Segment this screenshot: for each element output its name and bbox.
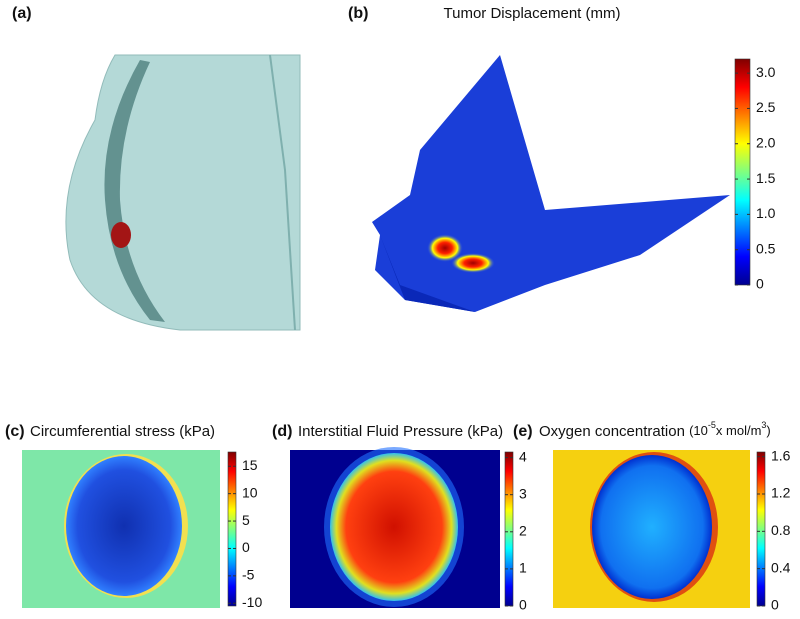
tick-label: 0: [756, 276, 764, 292]
panel-label: (d): [272, 423, 292, 440]
unit: ): [766, 423, 770, 438]
tick-label: 4: [519, 448, 527, 464]
oxygen-map: [553, 450, 750, 608]
tick-label: 1.6: [771, 447, 791, 463]
colorbar: [227, 451, 237, 607]
panel-label: (c): [5, 423, 25, 440]
panel-title: Interstitial Fluid Pressure (kPa): [298, 423, 503, 440]
tick-label: 2: [519, 522, 527, 538]
panel-label: (a): [12, 5, 32, 22]
unit-sup: 3: [761, 420, 766, 430]
tick-label: 0.4: [771, 559, 791, 575]
tick-label: 3: [519, 485, 527, 501]
panel-label: (b): [348, 5, 368, 22]
title-text: Oxygen concentration: [539, 423, 685, 440]
colorbar: [504, 451, 514, 607]
panel-title: Circumferential stress (kPa): [30, 423, 215, 440]
unit: (10: [689, 423, 708, 438]
tick-label: -5: [242, 567, 255, 583]
tick-label: 1.5: [756, 170, 776, 186]
tick-label: 15: [242, 457, 258, 473]
tick-label: 10: [242, 484, 258, 500]
tick-label: 2.5: [756, 99, 776, 115]
tick-label: 1.2: [771, 485, 791, 501]
tick-label: 0: [242, 539, 250, 555]
colorbar: [756, 451, 766, 607]
tick-label: 2.0: [756, 134, 776, 150]
tick-label: 0: [771, 597, 779, 613]
pressure-map: [290, 447, 500, 608]
tick-label: -10: [242, 594, 262, 610]
breast-model: [65, 54, 301, 331]
unit-sup: -5: [708, 420, 716, 430]
colorbar: [734, 58, 751, 286]
tick-label: 0: [519, 597, 527, 613]
tick-label: 3.0: [756, 64, 776, 80]
tick-label: 1: [519, 560, 527, 576]
panel-title: Tumor Displacement (mm): [444, 5, 621, 22]
tick-label: 0.8: [771, 522, 791, 538]
panel-label: (e): [513, 423, 533, 440]
stress-map: [22, 450, 220, 608]
tick-label: 0.5: [756, 240, 776, 256]
displacement-surface: [372, 55, 730, 312]
tick-label: 5: [242, 512, 250, 528]
tick-label: 1.0: [756, 205, 776, 221]
unit: x mol/m: [716, 423, 762, 438]
panel-title: Oxygen concentration (10-5x mol/m3): [539, 420, 771, 440]
